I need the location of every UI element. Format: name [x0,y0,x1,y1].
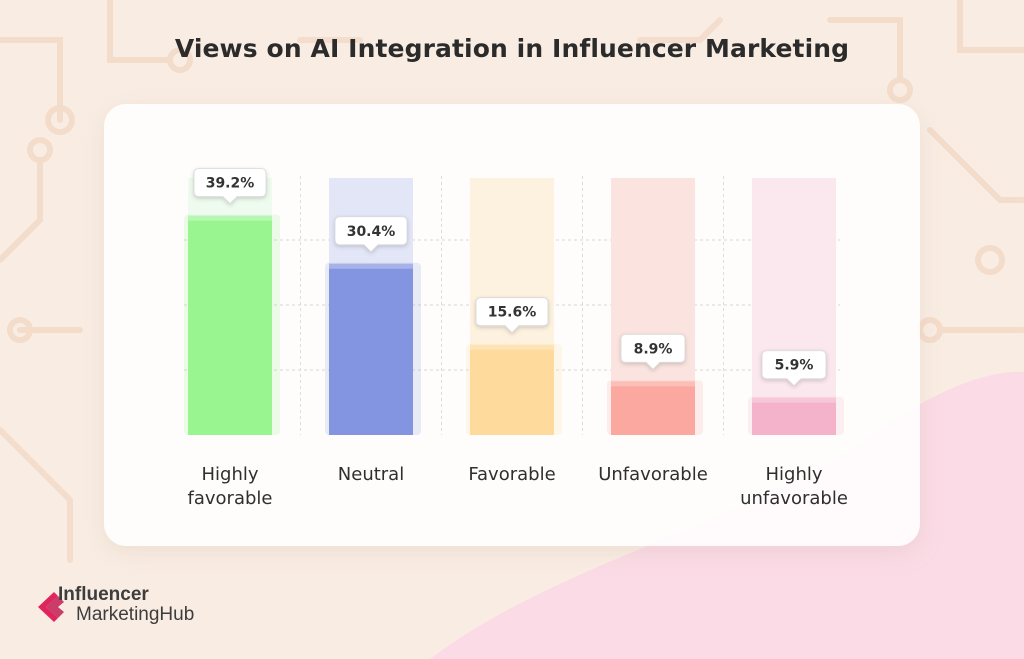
category-label-4-1: unfavorable [740,488,848,509]
logo-text-influencer: Influencer [58,584,149,605]
value-label-1: 30.4% [347,224,396,240]
value-label-4: 5.9% [775,358,814,374]
category-label-3-0: Unfavorable [598,464,708,485]
bar-4 [752,402,836,435]
bar-cap-0 [188,215,272,222]
value-label-box-4 [761,350,827,387]
value-label-0: 39.2% [206,176,255,192]
bar-chart: 39.2% Highly favorable 30.4% Neutral 15.6% Fav… [184,168,848,509]
logo-diamond-icon [38,592,64,622]
category-label-0-1: favorable [188,488,273,509]
bar-3 [611,386,695,435]
bar-1 [329,268,413,435]
bar-cap-2 [470,344,554,351]
category-label-0-0: Highly [201,464,258,485]
chart-title: Views on AI Integration in Influencer Ma… [174,34,850,63]
bar-cap-1 [329,263,413,270]
value-label-3: 8.9% [634,341,673,357]
bar-2 [470,349,554,435]
bar-track-4 [752,178,836,435]
category-label-1-0: Neutral [338,464,404,485]
chart-card: 39.2% Highly favorable 30.4% Neutral 15.6% Fav… [104,104,920,546]
value-label-box-1 [334,216,408,253]
bar-0 [188,220,272,435]
logo-text-marketinghub: MarketingHub [76,604,195,625]
bar-cap-4 [752,397,836,404]
bar-cap-3 [611,381,695,388]
brand-logo: Influencer MarketingHub [36,584,216,628]
value-label-box-2 [475,297,549,334]
category-label-2-0: Favorable [468,464,555,485]
value-label-box-0 [193,168,267,205]
value-label-2: 15.6% [488,305,537,321]
value-label-box-3 [620,333,686,370]
category-label-4-0: Highly [765,464,822,485]
